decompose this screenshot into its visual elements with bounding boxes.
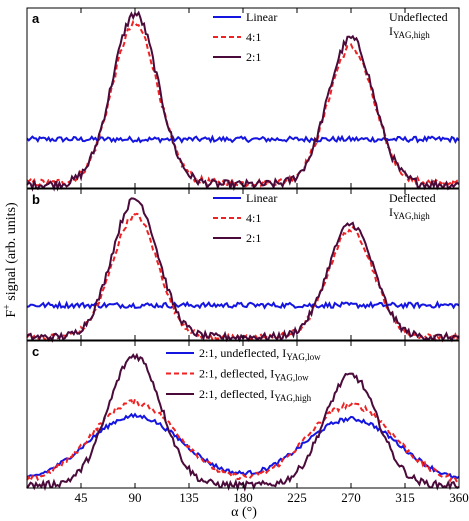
series-line-c-0 [26,412,460,480]
legend-label-a-0: Linear [246,10,277,24]
x-tick-label-45: 45 [75,490,88,505]
x-tick-label-90: 90 [129,490,142,505]
x-tick-label-360: 360 [449,490,469,505]
legend-label-b-0: Linear [246,191,277,205]
x-axis: 45 90 135 180 225 270 315 360 [75,490,469,505]
y-axis-title: F+ signal (arb. units) [2,202,19,318]
x-tick-label-225: 225 [287,490,307,505]
legend-label-a-1: 4:1 [246,30,261,44]
panel-letter-b: b [32,192,40,207]
x-tick-label-180: 180 [233,490,253,505]
panel-frame-c [26,340,460,489]
panel-c: c 2:1, undeflected, IYAG,low 2:1, deflecte… [26,340,460,493]
legend-label-c-0: 2:1, undeflected, IYAG,low [199,346,321,362]
x-tick-label-135: 135 [179,490,199,505]
legend-label-c-2: 2:1, deflected, IYAG,high [199,387,312,403]
legend-label-a-2: 2:1 [246,50,261,64]
panel-letter-a: a [32,11,40,26]
annotation-line2-b: IYAG,high [389,205,430,221]
series-line-a-1 [26,20,460,189]
annotation-line1-a: Undeflected [389,10,448,24]
series-line-b-0 [26,300,460,310]
x-tick-label-315: 315 [395,490,415,505]
annotation-line2-a: IYAG,high [389,24,430,40]
x-tick-label-270: 270 [341,490,361,505]
series-line-a-0 [26,134,460,145]
x-axis-title: α (°) [231,505,257,520]
annotation-line1-b: Deflected [389,191,436,205]
legend-label-b-2: 2:1 [246,231,261,245]
series-line-c-1 [26,397,460,484]
panel-letter-c: c [32,344,39,359]
legend-label-c-1: 2:1, deflected, IYAG,low [199,367,309,383]
legend-label-b-1: 4:1 [246,211,261,225]
